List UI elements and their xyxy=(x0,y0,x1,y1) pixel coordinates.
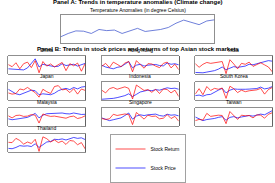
svg-text:Temperature Anomalies (in degr: Temperature Anomalies (in degree Celsius… xyxy=(90,7,186,13)
svg-text:South Korea: South Korea xyxy=(220,73,248,79)
svg-text:Singapore: Singapore xyxy=(129,99,152,105)
svg-text:Thailand: Thailand xyxy=(37,125,56,131)
svg-text:Japan: Japan xyxy=(40,73,54,79)
svg-text:Panel B: Trends in stock price: Panel B: Trends in stock prices and retu… xyxy=(37,46,239,52)
svg-text:Taiwan: Taiwan xyxy=(226,99,242,105)
svg-text:Stock Price: Stock Price xyxy=(151,165,177,171)
svg-text:Hong Kong: Hong Kong xyxy=(128,47,153,53)
svg-text:China: China xyxy=(40,47,53,53)
svg-text:Malaysia: Malaysia xyxy=(37,99,57,105)
svg-text:Stock Return: Stock Return xyxy=(151,146,180,152)
svg-text:India: India xyxy=(228,47,239,53)
svg-text:Indonesia: Indonesia xyxy=(129,73,151,79)
svg-text:Panel A: Trends in temperature: Panel A: Trends in temperature anomalies… xyxy=(53,0,223,5)
